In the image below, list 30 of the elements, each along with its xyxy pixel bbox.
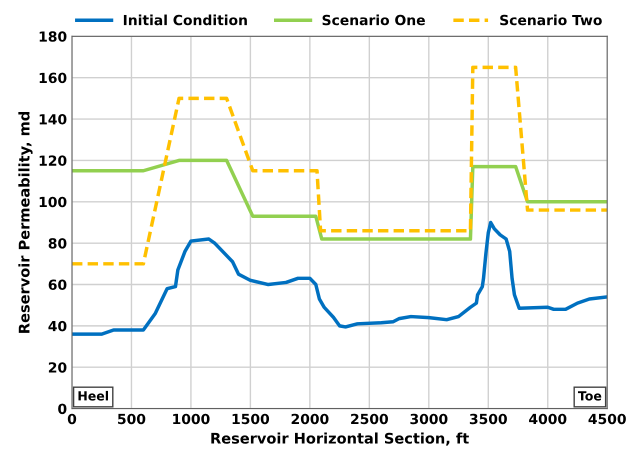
y-tick-label: 160 <box>40 72 66 84</box>
x-tick-label: 1000 <box>173 414 210 424</box>
legend-label: Scenario Two <box>500 14 602 26</box>
x-tick-label: 500 <box>118 414 146 424</box>
annotation: Toe <box>578 391 602 401</box>
x-tick-label: 3000 <box>410 414 448 424</box>
y-tick-label: 180 <box>40 31 66 42</box>
x-tick-label: 1500 <box>232 414 270 424</box>
x-tick-label: 4000 <box>529 414 566 424</box>
y-tick-label: 100 <box>40 196 66 208</box>
y-tick-label: 80 <box>48 238 66 249</box>
line-series <box>72 66 608 266</box>
y-tick-label: 20 <box>48 362 66 373</box>
line-series <box>72 220 608 336</box>
y-tick-label: 140 <box>40 114 66 125</box>
annotation: Heel <box>78 390 108 401</box>
legend-label: Initial Condition <box>124 14 247 26</box>
x-tick-label: 0 <box>68 414 76 424</box>
x-axis-title: Reservoir Horizontal Section, ft <box>211 432 469 446</box>
y-tick-label: 120 <box>40 155 66 166</box>
legend-label: Scenario One <box>322 14 425 26</box>
y-tick-label: 0 <box>58 404 66 414</box>
line-series <box>72 158 608 241</box>
x-tick-label: 3500 <box>470 414 507 424</box>
x-tick-label: 4500 <box>588 414 626 424</box>
x-tick-label: 2000 <box>292 414 329 424</box>
y-axis-title: Reservoir Permeability, md <box>18 112 33 333</box>
x-tick-label: 2500 <box>351 414 388 424</box>
y-tick-label: 60 <box>48 279 66 290</box>
y-tick-label: 40 <box>48 320 66 332</box>
